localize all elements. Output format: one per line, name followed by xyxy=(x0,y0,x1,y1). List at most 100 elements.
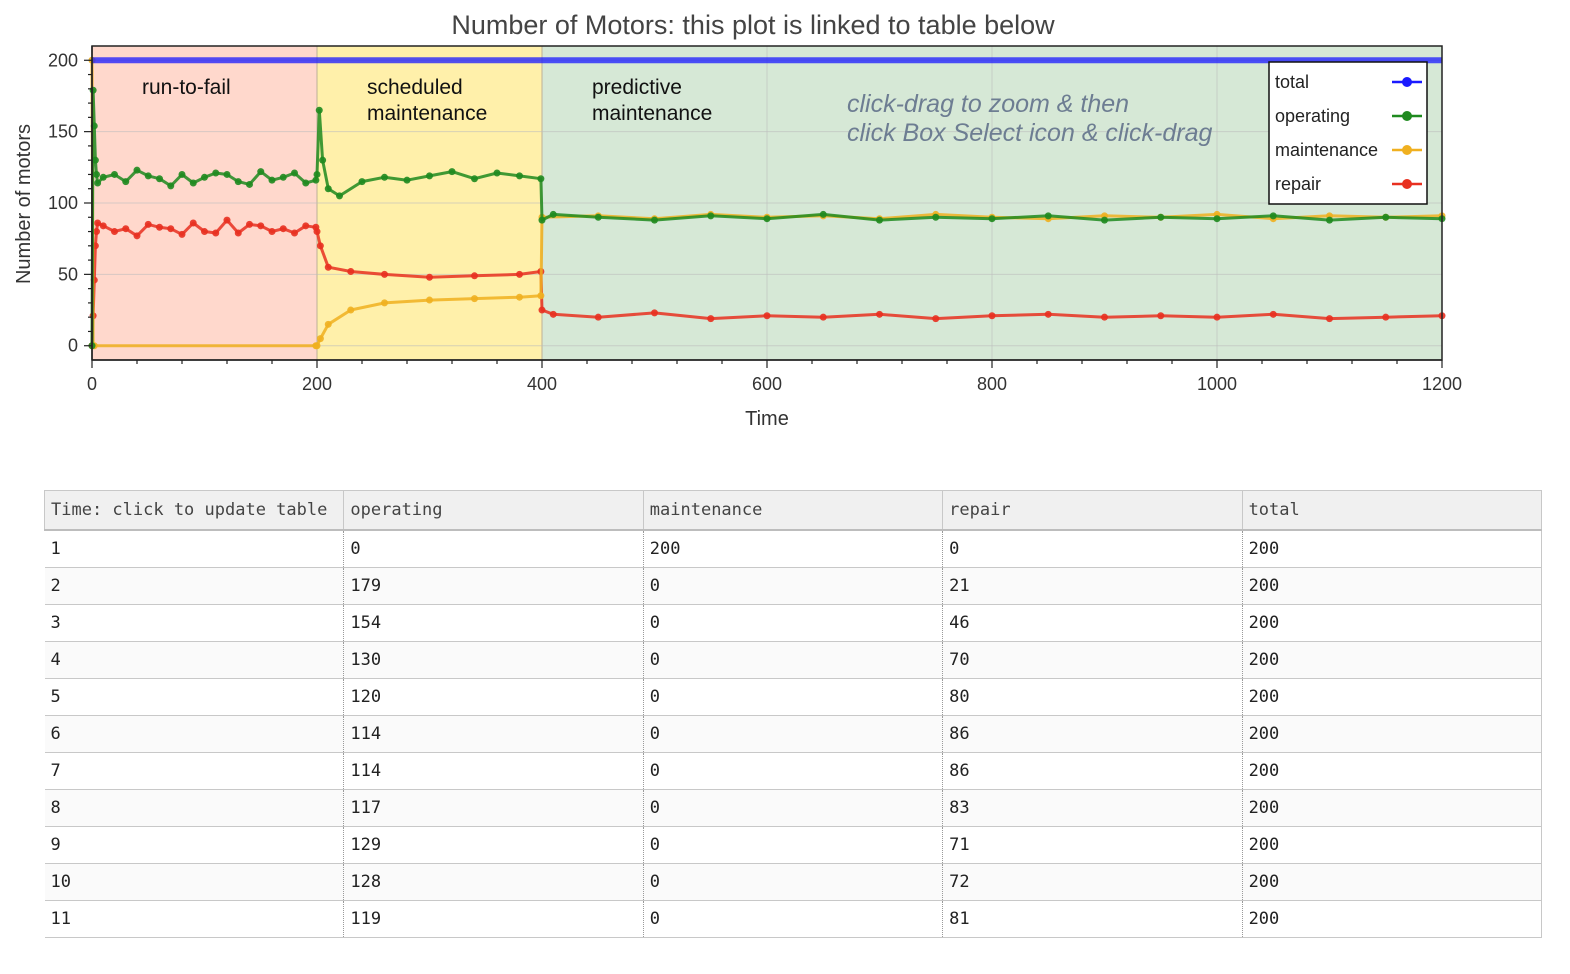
table-cell-time-click-to-update-table[interactable]: 5 xyxy=(44,678,345,716)
data-point-operating xyxy=(93,170,100,178)
table-cell-total[interactable]: 200 xyxy=(1242,678,1543,716)
y-tick-label: 200 xyxy=(48,50,78,70)
table-cell-total[interactable]: 200 xyxy=(1242,641,1543,679)
table-row[interactable]: 7 114 0 86 200 xyxy=(44,752,1543,790)
table-cell-time-click-to-update-table[interactable]: 8 xyxy=(44,789,345,827)
table-cell-total[interactable]: 200 xyxy=(1242,715,1543,753)
table-cell-time-click-to-update-table[interactable]: 7 xyxy=(44,752,345,790)
data-point-repair xyxy=(99,222,107,230)
legend-item-repair[interactable]: repair xyxy=(1275,174,1422,194)
table-cell-operating[interactable]: 129 xyxy=(343,826,644,864)
table-cell-time-click-to-update-table[interactable]: 4 xyxy=(44,641,345,679)
table-row[interactable]: 2 179 0 21 200 xyxy=(44,567,1543,605)
table-cell-time-click-to-update-table[interactable]: 9 xyxy=(44,826,345,864)
legend-item-total[interactable]: total xyxy=(1275,72,1422,92)
y-axis-label: Number of motors xyxy=(13,124,35,284)
table-cell-time-click-to-update-table[interactable]: 2 xyxy=(44,567,345,605)
table-cell-maintenance[interactable]: 0 xyxy=(643,715,944,753)
table-row[interactable]: 11 119 0 81 200 xyxy=(44,900,1543,938)
table-cell-repair[interactable]: 71 xyxy=(942,826,1243,864)
column-header-time-click-to-update-table[interactable]: Time: click to update table xyxy=(43,490,345,531)
table-cell-repair[interactable]: 21 xyxy=(942,567,1243,605)
data-point-repair xyxy=(1101,313,1108,321)
table-cell-operating[interactable]: 114 xyxy=(343,752,644,790)
legend-label: maintenance xyxy=(1275,140,1378,160)
table-row[interactable]: 3 154 0 46 200 xyxy=(44,604,1543,642)
table-cell-total[interactable]: 200 xyxy=(1242,826,1543,864)
data-point-repair xyxy=(1044,310,1052,318)
table-cell-maintenance[interactable]: 0 xyxy=(643,863,944,901)
data-point-repair xyxy=(133,232,141,240)
column-header-repair[interactable]: repair xyxy=(942,490,1243,531)
table-cell-operating[interactable]: 119 xyxy=(343,900,644,938)
table-cell-repair[interactable]: 86 xyxy=(942,752,1243,790)
table-cell-maintenance[interactable]: 200 xyxy=(643,530,944,568)
table-cell-maintenance[interactable]: 0 xyxy=(643,752,944,790)
table-cell-repair[interactable]: 80 xyxy=(942,678,1243,716)
table-row[interactable]: 8 117 0 83 200 xyxy=(44,789,1543,827)
column-header-operating[interactable]: operating xyxy=(343,490,644,531)
table-cell-total[interactable]: 200 xyxy=(1242,530,1543,568)
data-point-repair xyxy=(268,228,276,236)
table-cell-operating[interactable]: 114 xyxy=(343,715,644,753)
table-row[interactable]: 9 129 0 71 200 xyxy=(44,826,1543,864)
table-cell-operating[interactable]: 117 xyxy=(343,789,644,827)
table-cell-repair[interactable]: 81 xyxy=(942,900,1243,938)
table-cell-repair[interactable]: 70 xyxy=(942,641,1243,679)
table-cell-repair[interactable]: 0 xyxy=(942,530,1243,568)
column-header-maintenance[interactable]: maintenance xyxy=(642,490,944,531)
table-row[interactable]: 1 0 200 0 200 xyxy=(44,530,1543,568)
table-row[interactable]: 5 120 0 80 200 xyxy=(44,678,1543,716)
table-cell-time-click-to-update-table[interactable]: 3 xyxy=(44,604,345,642)
table-cell-total[interactable]: 200 xyxy=(1242,567,1543,605)
legend-item-operating[interactable]: operating xyxy=(1275,106,1422,126)
data-point-repair xyxy=(93,228,100,236)
table-row[interactable]: 6 114 0 86 200 xyxy=(44,715,1543,753)
table-cell-total[interactable]: 200 xyxy=(1242,863,1543,901)
data-point-repair xyxy=(291,229,298,237)
table-cell-operating[interactable]: 0 xyxy=(343,530,644,568)
data-point-repair xyxy=(1213,313,1221,321)
table-cell-operating[interactable]: 179 xyxy=(343,567,644,605)
table-cell-total[interactable]: 200 xyxy=(1242,900,1543,938)
table-cell-time-click-to-update-table[interactable]: 11 xyxy=(44,900,345,938)
table-cell-repair[interactable]: 86 xyxy=(942,715,1243,753)
data-point-repair xyxy=(819,313,827,321)
table-cell-total[interactable]: 200 xyxy=(1242,789,1543,827)
table-row[interactable]: 4 130 0 70 200 xyxy=(44,641,1543,679)
table-cell-operating[interactable]: 154 xyxy=(343,604,644,642)
table-cell-maintenance[interactable]: 0 xyxy=(643,789,944,827)
table-cell-maintenance[interactable]: 0 xyxy=(643,826,944,864)
motors-chart[interactable]: Number of Motors: this plot is linked to… xyxy=(0,0,1570,470)
table-cell-time-click-to-update-table[interactable]: 6 xyxy=(44,715,345,753)
table-cell-repair[interactable]: 83 xyxy=(942,789,1243,827)
table-cell-operating[interactable]: 120 xyxy=(343,678,644,716)
legend[interactable]: total operating maintenance repair xyxy=(1268,61,1428,205)
table-cell-maintenance[interactable]: 0 xyxy=(643,641,944,679)
region-label: scheduled maintenance xyxy=(367,76,487,125)
motors-data-table[interactable]: Time: click to update table operating main… xyxy=(43,490,1543,938)
legend-box xyxy=(1268,61,1428,205)
data-point-operating xyxy=(257,168,265,176)
table-cell-maintenance[interactable]: 0 xyxy=(643,678,944,716)
column-header-total[interactable]: total xyxy=(1241,490,1543,531)
legend-label: operating xyxy=(1275,106,1350,126)
data-point-operating xyxy=(94,179,102,187)
table-cell-operating[interactable]: 128 xyxy=(343,863,644,901)
table-cell-time-click-to-update-table[interactable]: 10 xyxy=(44,863,345,901)
table-cell-time-click-to-update-table[interactable]: 1 xyxy=(44,530,345,568)
data-point-operating xyxy=(448,168,456,176)
table-cell-operating[interactable]: 130 xyxy=(343,641,644,679)
table-cell-total[interactable]: 200 xyxy=(1242,604,1543,642)
legend-item-maintenance[interactable]: maintenance xyxy=(1275,140,1422,160)
data-point-operating xyxy=(212,169,220,177)
table-cell-repair[interactable]: 46 xyxy=(942,604,1243,642)
table-cell-maintenance[interactable]: 0 xyxy=(643,900,944,938)
data-point-repair xyxy=(1382,313,1390,321)
table-cell-repair[interactable]: 72 xyxy=(942,863,1243,901)
table-row[interactable]: 10 128 0 72 200 xyxy=(44,863,1543,901)
table-cell-total[interactable]: 200 xyxy=(1242,752,1543,790)
table-cell-maintenance[interactable]: 0 xyxy=(643,567,944,605)
data-point-maintenance xyxy=(537,292,545,300)
table-cell-maintenance[interactable]: 0 xyxy=(643,604,944,642)
